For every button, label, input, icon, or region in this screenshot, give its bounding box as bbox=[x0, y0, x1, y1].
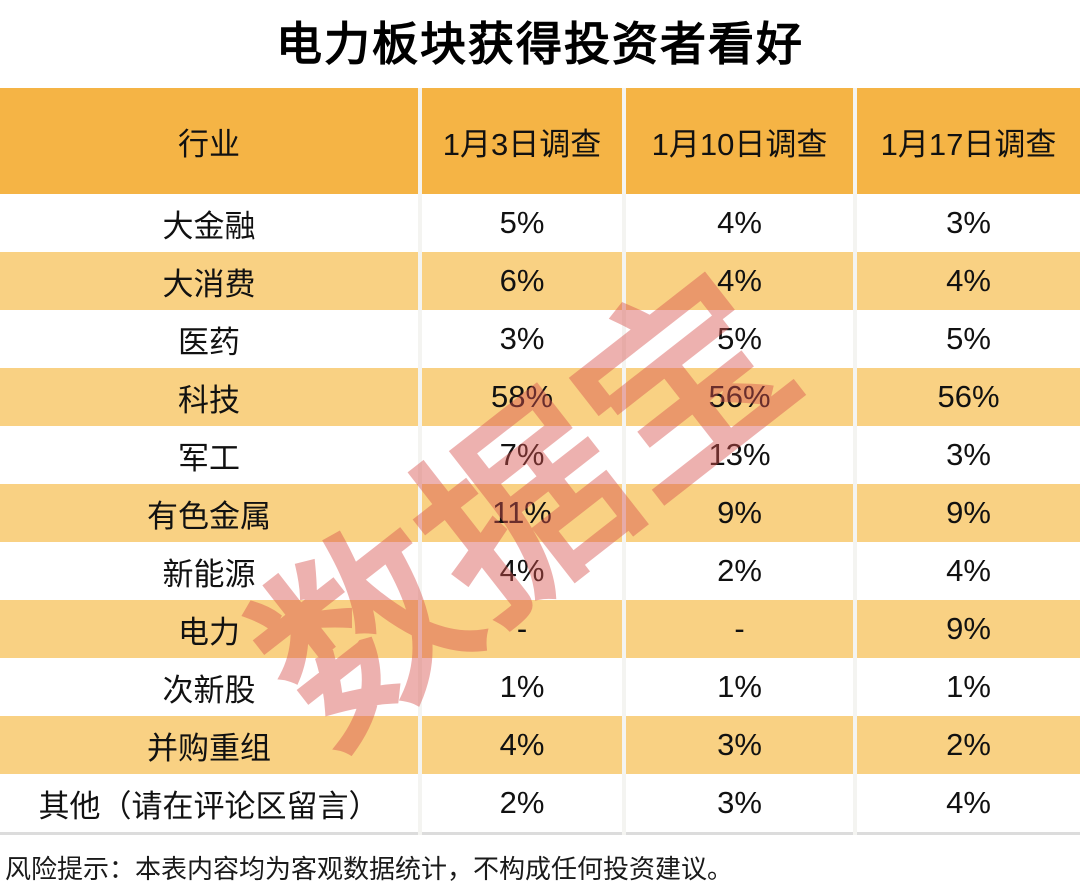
value-cell: 1% bbox=[622, 658, 855, 716]
industry-cell: 并购重组 bbox=[0, 716, 420, 774]
value-cell: 3% bbox=[418, 310, 624, 368]
industry-cell: 有色金属 bbox=[0, 484, 420, 542]
value-cell: 3% bbox=[622, 716, 855, 774]
value-cell: 56% bbox=[853, 368, 1080, 426]
value-cell: 13% bbox=[622, 426, 855, 484]
column-header-jan10: 1月10日调查 bbox=[622, 88, 855, 194]
value-cell: - bbox=[622, 600, 855, 658]
value-cell: 5% bbox=[853, 310, 1080, 368]
value-cell: 4% bbox=[418, 542, 624, 600]
value-cell: 4% bbox=[622, 194, 855, 252]
value-cell: 3% bbox=[622, 774, 855, 834]
value-cell: 56% bbox=[622, 368, 855, 426]
table-row: 次新股 1% 1% 1% bbox=[0, 658, 1080, 716]
value-cell: 9% bbox=[853, 484, 1080, 542]
value-cell: 1% bbox=[853, 658, 1080, 716]
value-cell: 2% bbox=[622, 542, 855, 600]
column-header-jan3: 1月3日调查 bbox=[418, 88, 624, 194]
table-row: 其他（请在评论区留言） 2% 3% 4% bbox=[0, 774, 1080, 834]
table-row: 大消费 6% 4% 4% bbox=[0, 252, 1080, 310]
value-cell: 58% bbox=[418, 368, 624, 426]
table-row: 军工 7% 13% 3% bbox=[0, 426, 1080, 484]
value-cell: 4% bbox=[622, 252, 855, 310]
value-cell: 4% bbox=[418, 716, 624, 774]
value-cell: 9% bbox=[622, 484, 855, 542]
industry-cell: 医药 bbox=[0, 310, 420, 368]
value-cell: 11% bbox=[418, 484, 624, 542]
industry-cell: 电力 bbox=[0, 600, 420, 658]
value-cell: 4% bbox=[853, 542, 1080, 600]
column-header-jan17: 1月17日调查 bbox=[853, 88, 1080, 194]
risk-disclaimer: 风险提示：本表内容均为客观数据统计，不构成任何投资建议。 bbox=[5, 854, 734, 884]
value-cell: 2% bbox=[418, 774, 624, 834]
table-row: 有色金属 11% 9% 9% bbox=[0, 484, 1080, 542]
value-cell: 4% bbox=[853, 252, 1080, 310]
table-row: 医药 3% 5% 5% bbox=[0, 310, 1080, 368]
value-cell: 1% bbox=[418, 658, 624, 716]
value-cell: 3% bbox=[853, 194, 1080, 252]
value-cell: 7% bbox=[418, 426, 624, 484]
page-title: 电力板块获得投资者看好 bbox=[276, 18, 804, 70]
table-row: 并购重组 4% 3% 2% bbox=[0, 716, 1080, 774]
value-cell: 5% bbox=[622, 310, 855, 368]
survey-table: 行业 1月3日调查 1月10日调查 1月17日调查 大金融 5% 4% 3% 大… bbox=[0, 88, 1080, 835]
industry-cell: 新能源 bbox=[0, 542, 420, 600]
value-cell: 5% bbox=[418, 194, 624, 252]
industry-cell: 大消费 bbox=[0, 252, 420, 310]
table-row: 大金融 5% 4% 3% bbox=[0, 194, 1080, 252]
value-cell: 2% bbox=[853, 716, 1080, 774]
value-cell: 3% bbox=[853, 426, 1080, 484]
table-row: 新能源 4% 2% 4% bbox=[0, 542, 1080, 600]
value-cell: 6% bbox=[418, 252, 624, 310]
header-row: 行业 1月3日调查 1月10日调查 1月17日调查 bbox=[0, 88, 1080, 194]
value-cell: 4% bbox=[853, 774, 1080, 834]
value-cell: - bbox=[418, 600, 624, 658]
industry-cell: 科技 bbox=[0, 368, 420, 426]
table-row: 电力 - - 9% bbox=[0, 600, 1080, 658]
table-row: 科技 58% 56% 56% bbox=[0, 368, 1080, 426]
industry-cell: 其他（请在评论区留言） bbox=[0, 774, 420, 834]
industry-cell: 军工 bbox=[0, 426, 420, 484]
column-header-industry: 行业 bbox=[0, 88, 420, 194]
industry-cell: 大金融 bbox=[0, 194, 420, 252]
industry-cell: 次新股 bbox=[0, 658, 420, 716]
value-cell: 9% bbox=[853, 600, 1080, 658]
